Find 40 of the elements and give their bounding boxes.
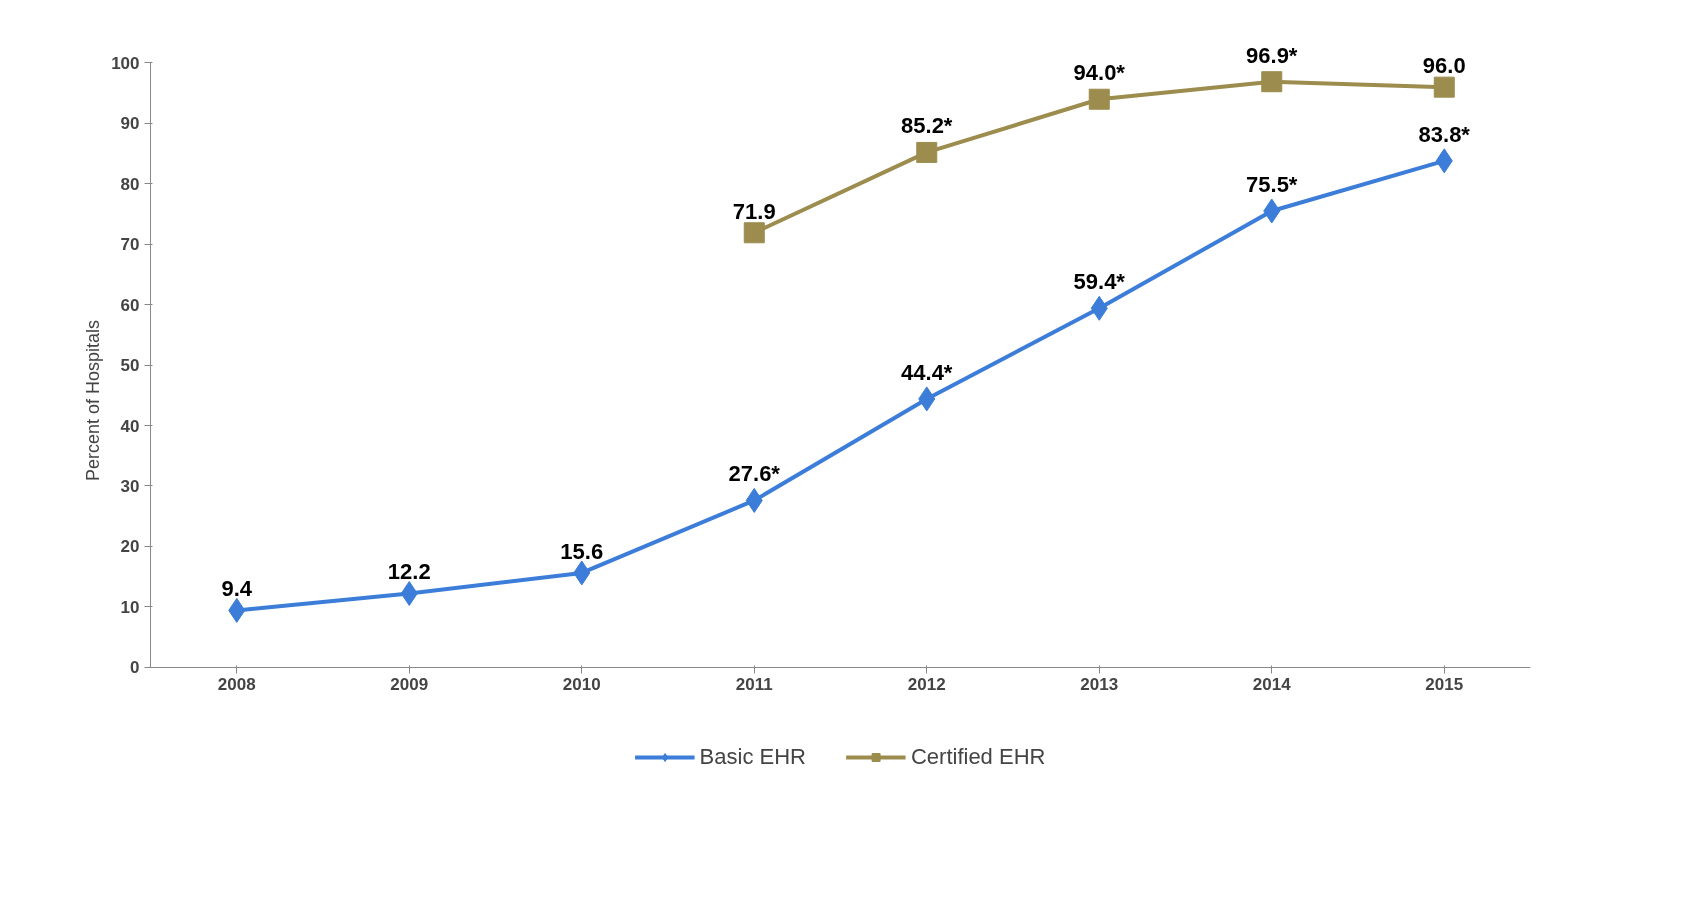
y-axis-title: Percent of Hospitals bbox=[83, 319, 104, 482]
x-tick-label: 2015 bbox=[1425, 675, 1464, 695]
point bbox=[1261, 71, 1283, 93]
data-label: 96.9* bbox=[1246, 42, 1298, 68]
point bbox=[1088, 88, 1110, 110]
point bbox=[916, 141, 938, 163]
x-tick-label: 2012 bbox=[907, 675, 946, 695]
y-tick-label: 80 bbox=[120, 174, 140, 194]
x-tick-label: 2011 bbox=[735, 675, 773, 695]
point bbox=[743, 222, 765, 244]
data-label: 15.6 bbox=[560, 538, 604, 564]
data-label: 44.4* bbox=[901, 359, 953, 385]
x-tick-label: 2009 bbox=[390, 675, 429, 695]
data-label: 71.9 bbox=[732, 198, 776, 224]
y-tick-label: 50 bbox=[120, 356, 140, 376]
x-tick-label: 2008 bbox=[217, 675, 256, 695]
point bbox=[1433, 76, 1455, 98]
data-label: 12.2 bbox=[387, 559, 431, 585]
y-tick-label: 90 bbox=[120, 114, 140, 134]
legend-label: Basic EHR bbox=[699, 744, 806, 770]
y-tick-label: 20 bbox=[120, 537, 140, 557]
y-tick-label: 70 bbox=[120, 235, 140, 255]
data-label: 59.4* bbox=[1073, 269, 1126, 295]
data-label: 85.2* bbox=[901, 113, 953, 139]
y-tick-label: 30 bbox=[120, 476, 140, 496]
x-tick-label: 2014 bbox=[1252, 675, 1292, 695]
data-label: 94.0* bbox=[1073, 60, 1126, 86]
y-tick-label: 100 bbox=[111, 53, 140, 73]
y-tick-label: 10 bbox=[120, 597, 140, 617]
y-tick-label: 40 bbox=[120, 416, 140, 436]
data-label: 9.4 bbox=[221, 576, 253, 602]
y-tick-label: 60 bbox=[120, 295, 140, 315]
y-tick-label: 0 bbox=[130, 658, 140, 678]
data-label: 96.0 bbox=[1422, 53, 1466, 79]
x-tick-label: 2013 bbox=[1080, 675, 1119, 695]
data-label: 27.6* bbox=[728, 461, 781, 487]
data-label: 75.5* bbox=[1246, 172, 1298, 198]
data-label: 83.8* bbox=[1418, 121, 1471, 147]
legend-label: Certified EHR bbox=[910, 744, 1046, 770]
x-tick-label: 2010 bbox=[562, 675, 601, 695]
